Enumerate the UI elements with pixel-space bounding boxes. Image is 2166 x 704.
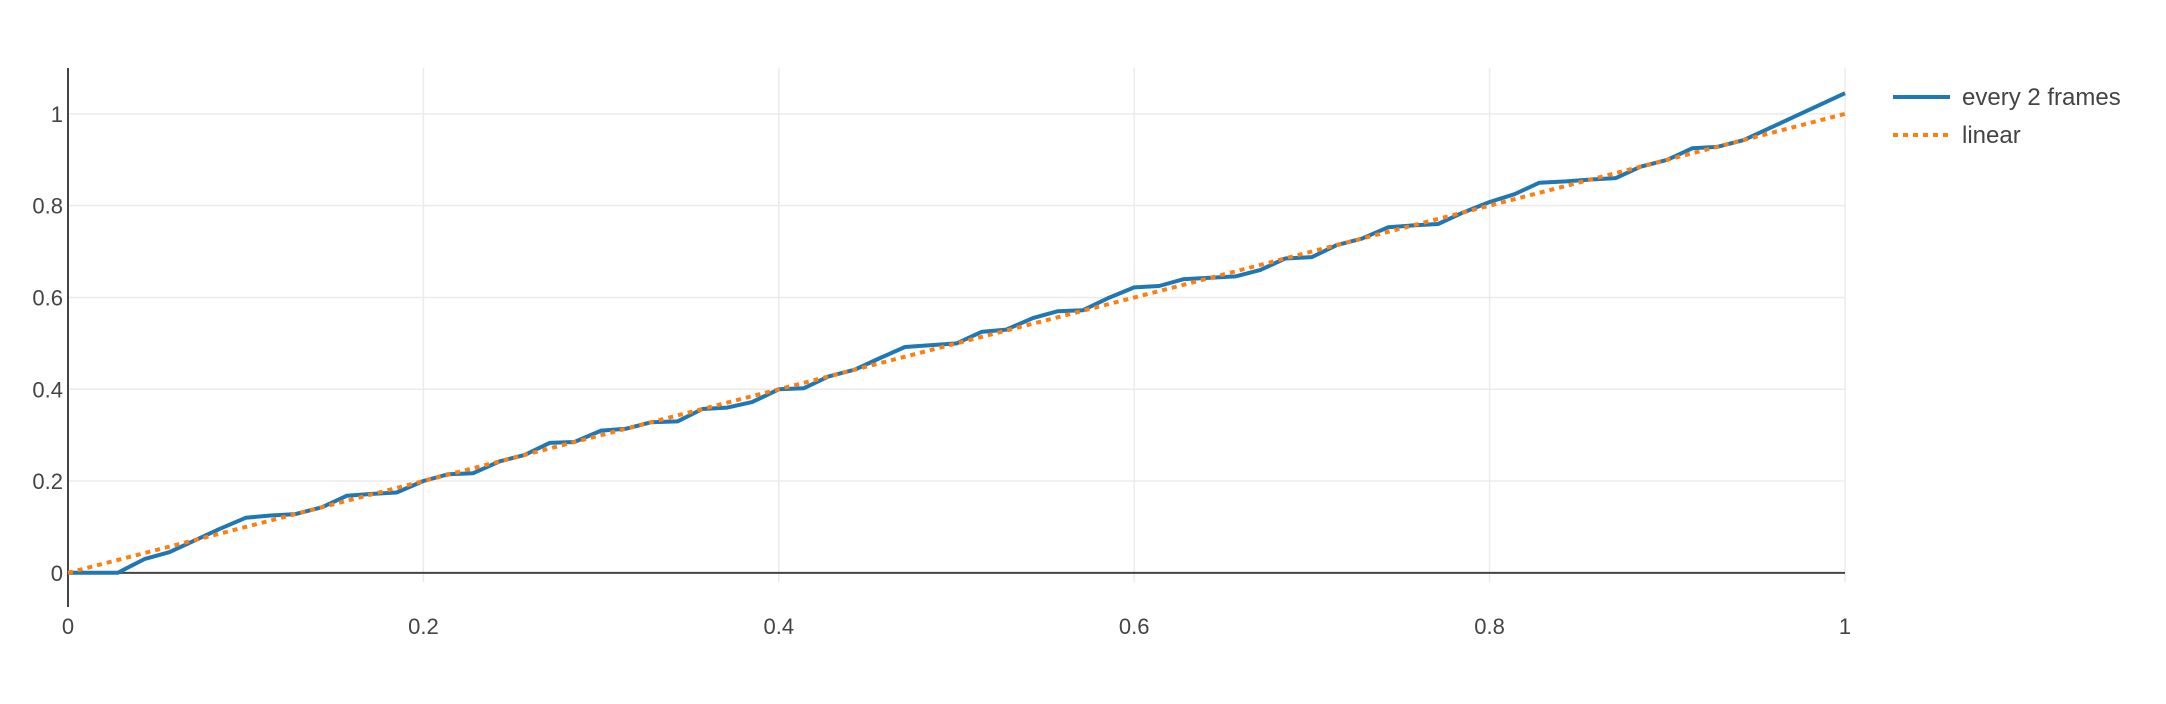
x-tick-label-3: 0.6	[1119, 614, 1150, 639]
y-tick-label-1: 0.2	[32, 469, 63, 494]
y-tick-label-5: 1	[51, 102, 63, 127]
legend-label-1: linear	[1962, 122, 2021, 149]
legend-label-0: every 2 frames	[1962, 84, 2121, 111]
y-tick-label-3: 0.6	[32, 285, 63, 310]
y-tick-label-0: 0	[51, 561, 63, 586]
legend-item-0[interactable]: every 2 frames	[1893, 84, 2121, 111]
legend-item-1[interactable]: linear	[1893, 122, 2021, 149]
x-tick-label-4: 0.8	[1474, 614, 1505, 639]
tick-labels: 0 0.2 0.4 0.6 0.8 1 0 0.2 0.4 0.6 0.8 1	[32, 102, 1851, 639]
axes	[67, 68, 1845, 607]
grid-lines	[68, 68, 1846, 582]
x-tick-label-2: 0.4	[764, 614, 795, 639]
y-tick-label-2: 0.4	[32, 377, 63, 402]
series-lines	[67, 91, 1846, 575]
x-tick-label-0: 0	[62, 614, 74, 639]
y-tick-label-4: 0.8	[32, 194, 63, 219]
series-line-0	[68, 91, 1846, 575]
legend[interactable]: every 2 frames linear	[1893, 84, 2121, 149]
x-tick-label-1: 0.2	[408, 614, 439, 639]
x-tick-label-5: 1	[1839, 614, 1851, 639]
